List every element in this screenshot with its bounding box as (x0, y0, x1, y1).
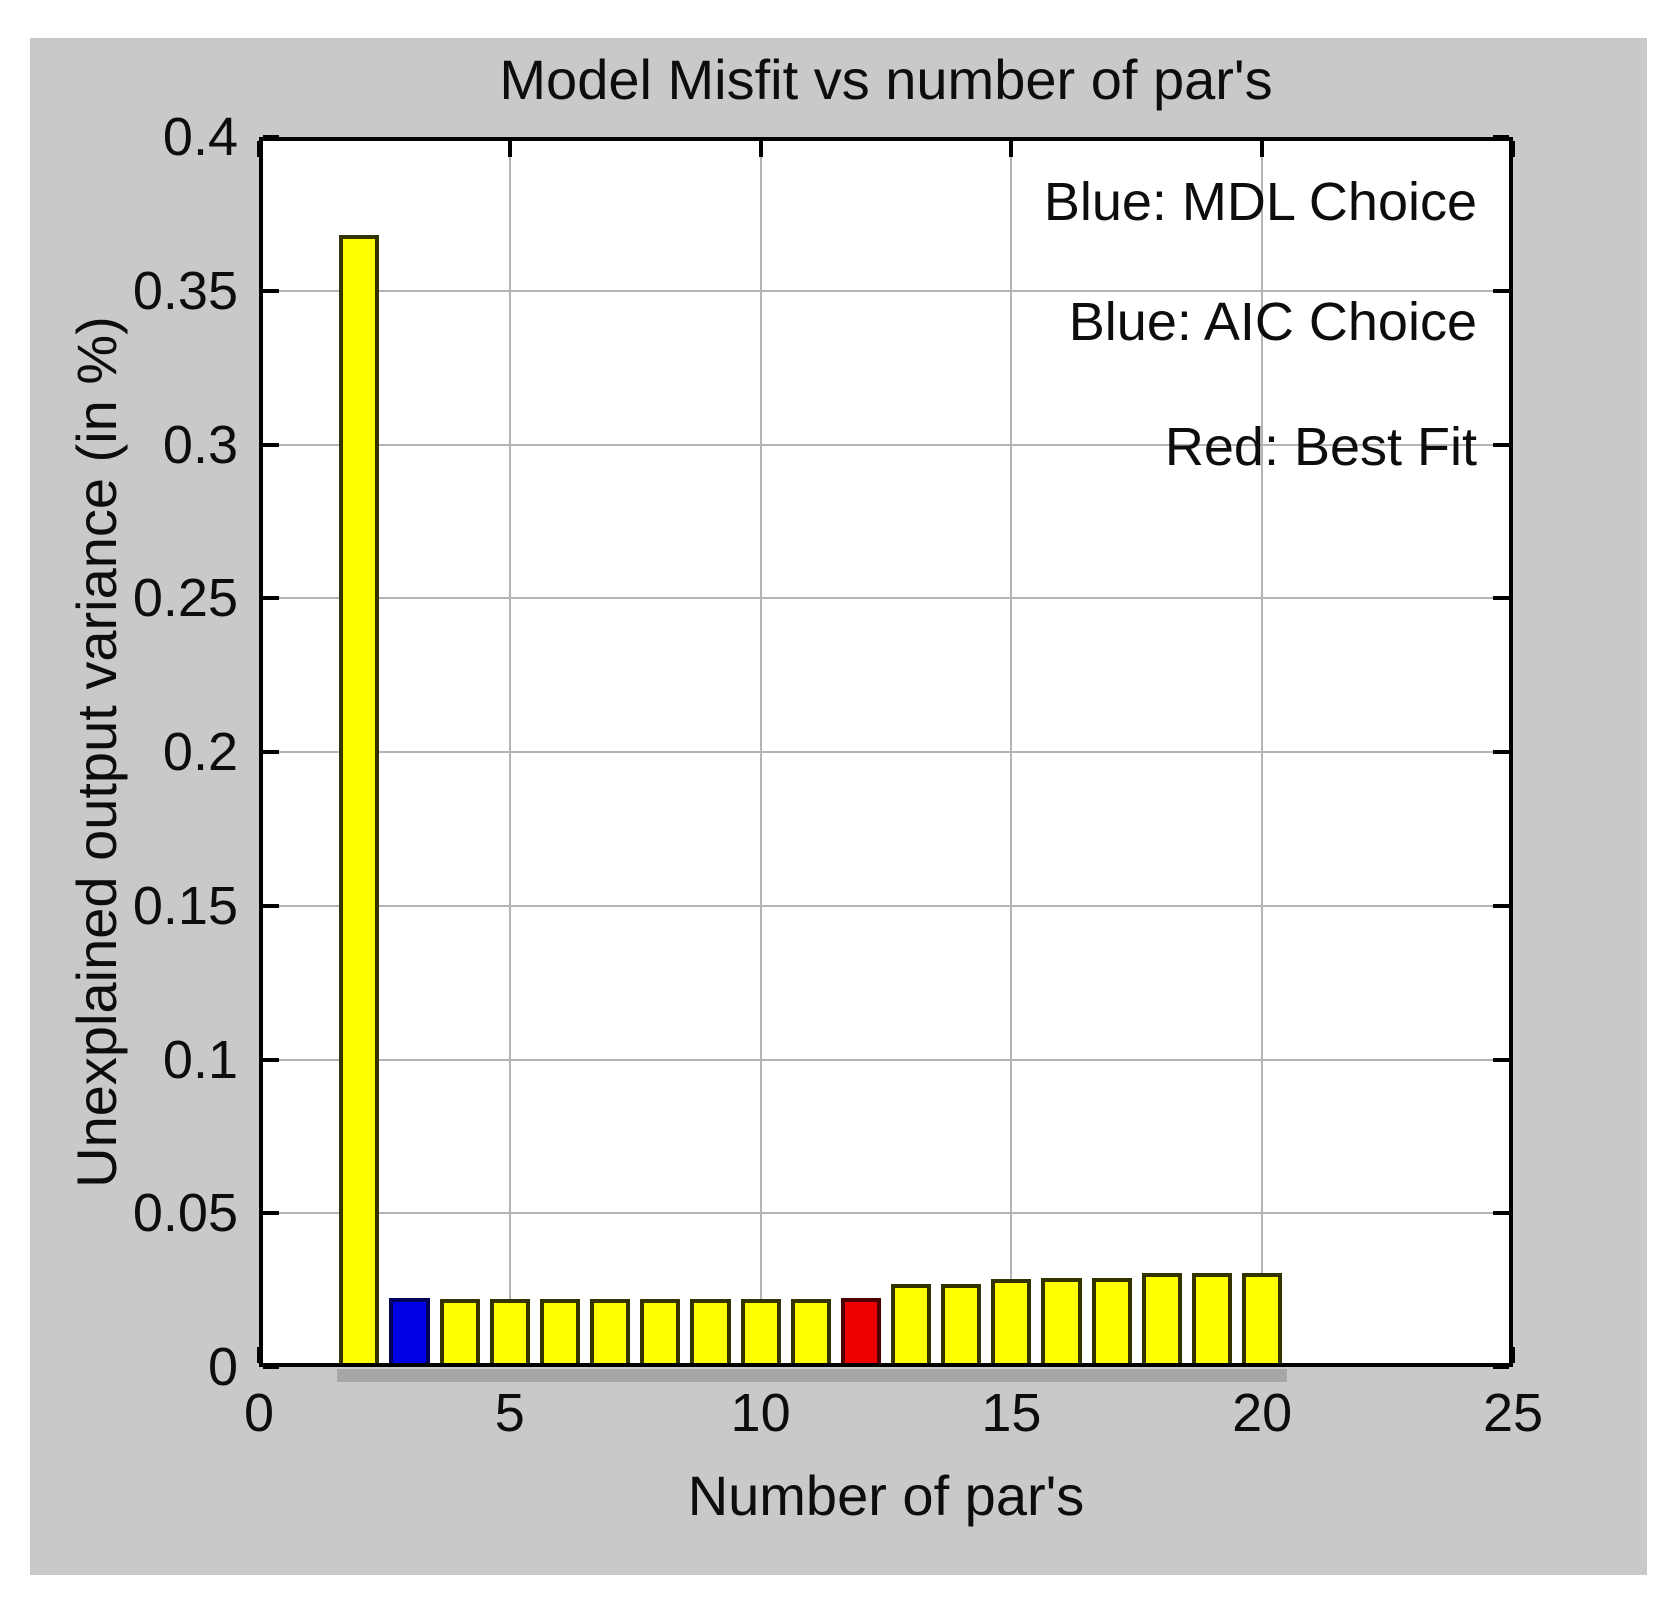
y-axis-tick-right (1493, 1365, 1509, 1369)
y-tick-label-0.2: 0.2 (162, 722, 238, 782)
y-tick-label-0.3: 0.3 (162, 414, 238, 475)
y-axis-tick-right (1493, 1057, 1509, 1062)
x-axis-tick-top (1260, 141, 1265, 157)
gridline-horizontal (263, 443, 1509, 446)
gridline-vertical (508, 141, 511, 1363)
y-tick-label-0.25: 0.25 (132, 568, 238, 629)
x-axis-tick-top (1009, 141, 1014, 157)
y-tick-label-0: 0 (207, 1337, 238, 1397)
y-axis-tick-right (1493, 135, 1509, 139)
gridline-horizontal (263, 597, 1509, 600)
bar-x19-yellow (1191, 1273, 1233, 1367)
legend-entry-best-fit: Red: Best Fit (1164, 417, 1477, 477)
gridline-horizontal (263, 904, 1509, 907)
bar-x15-yellow (991, 1279, 1032, 1367)
matlab-figure: Model Misfit vs number of par's Unexplai… (30, 38, 1647, 1575)
y-tick-label-0.15: 0.15 (132, 875, 238, 936)
bar-x18-yellow (1141, 1273, 1182, 1367)
x-axis-tick-top (507, 141, 512, 157)
y-tick-label-0.05: 0.05 (132, 1183, 238, 1244)
bar-x17-yellow (1091, 1277, 1132, 1367)
y-axis-tick-right (1493, 750, 1509, 754)
x-tick-label-25: 25 (1482, 1383, 1544, 1443)
y-axis-tick-left (263, 1365, 279, 1369)
bar-x3-blue (389, 1297, 430, 1367)
gridline-horizontal (263, 289, 1509, 292)
y-axis-tick-right (1493, 1211, 1509, 1216)
y-axis-tick-left (263, 750, 279, 754)
x-tick-label-10: 10 (730, 1383, 791, 1443)
y-axis-tick-left (263, 596, 279, 601)
x-tick-label-5: 5 (494, 1383, 525, 1443)
bar-x2-yellow (339, 235, 380, 1367)
bar-x7-yellow (590, 1299, 631, 1367)
bar-x16-yellow (1041, 1277, 1082, 1367)
bar-x4-yellow (439, 1299, 480, 1367)
chart-title: Model Misfit vs number of par's (499, 48, 1273, 111)
bar-x5-yellow (489, 1299, 530, 1367)
bar-x14-yellow (941, 1283, 982, 1367)
y-axis-tick-left (263, 1057, 279, 1062)
y-axis-tick-right (1493, 596, 1509, 601)
y-axis-tick-left (263, 903, 279, 908)
x-axis-tick-top (1511, 141, 1515, 157)
y-tick-label-0.4: 0.4 (162, 107, 238, 167)
bar-x8-yellow (640, 1299, 681, 1367)
x-axis-label: Number of par's (687, 1464, 1085, 1527)
gridline-vertical (1010, 141, 1013, 1363)
y-axis-tick-right (1493, 442, 1509, 447)
legend-entry-aic-choice: Blue: AIC Choice (1068, 292, 1477, 352)
y-axis-tick-right (1493, 903, 1509, 908)
y-axis-tick-left (263, 1211, 279, 1216)
x-tick-label-0: 0 (243, 1383, 275, 1443)
x-tick-label-20: 20 (1232, 1383, 1293, 1443)
y-axis-tick-right (1493, 288, 1509, 293)
bar-x11-yellow (790, 1299, 831, 1367)
gridline-horizontal (263, 1212, 1509, 1215)
gridline-vertical (759, 141, 762, 1363)
y-tick-label-0.1: 0.1 (162, 1029, 238, 1090)
x-axis-tick-bottom (1511, 1347, 1515, 1363)
x-axis-tick-top (758, 141, 763, 157)
y-axis-tick-left (263, 288, 279, 293)
bar-x10-yellow (740, 1299, 781, 1367)
x-axis-tick-top (257, 141, 261, 157)
y-tick-label-0.35: 0.35 (132, 260, 238, 321)
bar-x12-red (840, 1297, 881, 1367)
bar-row-shadow (336, 1369, 1288, 1382)
gridline-horizontal (263, 751, 1509, 753)
y-axis-tick-left (263, 442, 279, 447)
bar-x9-yellow (690, 1299, 731, 1367)
gridline-vertical (1261, 141, 1264, 1363)
bar-x6-yellow (539, 1299, 581, 1367)
y-axis-tick-left (263, 135, 279, 139)
gridline-horizontal (263, 1058, 1509, 1061)
legend-entry-mdl-choice: Blue: MDL Choice (1043, 172, 1477, 232)
bar-x20-yellow (1242, 1273, 1283, 1367)
x-tick-label-15: 15 (981, 1383, 1042, 1443)
bar-x13-yellow (891, 1283, 932, 1367)
x-axis-tick-bottom (257, 1347, 261, 1363)
